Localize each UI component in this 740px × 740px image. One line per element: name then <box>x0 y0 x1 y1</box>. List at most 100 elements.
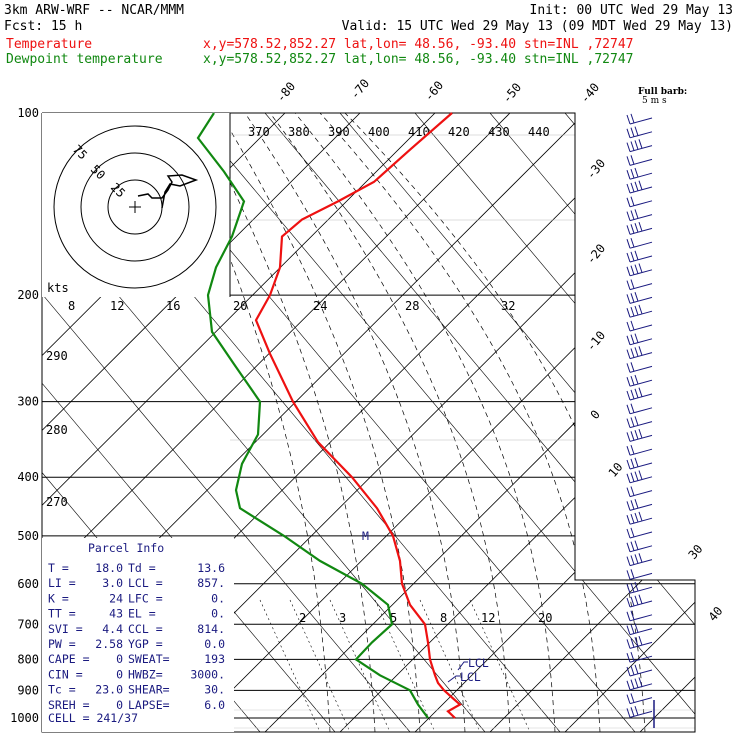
parcel-label-left-4: SVI = <box>48 622 83 636</box>
parcel-value-right-2: 0. <box>211 591 225 605</box>
parcel-label-left-7: CIN = <box>48 667 83 681</box>
wind-barb <box>626 693 653 705</box>
theta-label-2: 390 <box>328 125 350 139</box>
dry-adiabat-label-3: 270 <box>46 495 68 509</box>
theta-label-6: 430 <box>488 125 510 139</box>
pressure-tick-700: 700 <box>17 617 39 631</box>
pressure-tick-500: 500 <box>17 529 39 543</box>
isotherm-label-right-3: 0 <box>588 407 603 422</box>
parcel-label-left-3: TT = <box>48 607 76 621</box>
dry-adiabat-label-1: 290 <box>46 349 68 363</box>
lcl-label-upper: LCL <box>468 656 489 670</box>
isotherm-label-right-4: 10 <box>606 460 626 480</box>
parcel-label-left-9: SREH = <box>48 698 90 712</box>
parcel-value-right-7: 3000. <box>190 667 225 681</box>
wind-barb <box>626 346 653 360</box>
isotherm-label-top-1: -70 <box>348 76 373 102</box>
isotherm-label-top-0: -80 <box>274 79 299 105</box>
mixing-ratio-label-0: 2 <box>299 611 306 625</box>
parcel-value-right-4: 814. <box>197 622 225 636</box>
wind-barb <box>626 444 653 456</box>
parcel-value-right-8: 30. <box>204 683 225 697</box>
wind-barb <box>626 635 653 649</box>
theta-label-5: 420 <box>448 125 470 139</box>
pressure-tick-300: 300 <box>17 395 39 409</box>
parcel-value-left-1: 3.0 <box>102 576 123 590</box>
parcel-info-box: Parcel Info T = 18.0 Td = 13.6 LI = 3.0 LCL = 8… <box>42 538 234 732</box>
theta-label-4: 410 <box>408 125 430 139</box>
moist-adiabat-label-3: 24 <box>313 299 327 313</box>
wind-barb <box>626 387 653 401</box>
wind-barb <box>626 540 653 553</box>
hodograph-trace <box>137 174 199 209</box>
wind-barb <box>626 374 653 387</box>
wind-barb <box>626 499 653 511</box>
isotherm-label-edge-1: 40 <box>706 604 726 624</box>
parcel-value-left-0: 18.0 <box>95 561 123 575</box>
parcel-label-left-8: Tc = <box>48 683 76 697</box>
wind-barb <box>626 428 653 442</box>
wind-barb <box>626 209 653 222</box>
wind-barb <box>626 155 653 166</box>
parcel-label-right-3: EL = <box>128 607 156 621</box>
pressure-tick-800: 800 <box>17 652 39 666</box>
barb-legend-value: 5 m s <box>642 96 667 106</box>
parcel-label-right-0: Td = <box>128 561 156 575</box>
wind-barb <box>626 113 653 125</box>
parcel-cell: CELL = 241/37 <box>48 711 138 725</box>
parcel-label-right-2: LFC = <box>128 591 163 605</box>
parcel-label-right-7: HWBZ= <box>128 667 163 681</box>
wind-barb <box>626 180 653 194</box>
moist-adiabat-label-5: 32 <box>501 299 515 313</box>
parcel-label-left-1: LI = <box>48 576 76 590</box>
isotherm-label-right-0: -30 <box>584 156 609 182</box>
isotherm-label-top-3: -50 <box>500 80 525 106</box>
parcel-marker: M <box>362 529 369 543</box>
parcel-label-left-2: K = <box>48 591 69 605</box>
parcel-value-left-2: 24 <box>109 591 123 605</box>
parcel-value-right-9: 6.0 <box>204 698 225 712</box>
wind-barb <box>626 279 653 291</box>
wind-barb <box>626 403 653 415</box>
moist-adiabat-label-2: 20 <box>233 299 247 313</box>
wind-barb <box>626 610 653 622</box>
dewpoint-legend-label: Dewpoint temperature <box>6 52 163 67</box>
wind-barb <box>626 706 653 718</box>
wind-barbs <box>626 113 655 728</box>
moist-adiabat-label-0: 12 <box>110 299 124 313</box>
parcel-label-right-8: SHEAR= <box>128 683 170 697</box>
isotherm-label-top-2: -60 <box>422 78 447 104</box>
parcel-value-left-6: 0 <box>116 652 123 666</box>
valid-time: Valid: 15 UTC Wed 29 May 13 (09 MDT Wed … <box>342 19 733 34</box>
wind-barb <box>626 416 653 429</box>
wind-barb <box>626 304 653 318</box>
parcel-label-left-6: CAPE = <box>48 652 90 666</box>
parcel-value-left-8: 23.0 <box>95 683 123 697</box>
wind-barb <box>626 126 653 139</box>
wind-barb <box>626 527 653 539</box>
theta-label-3: 400 <box>368 125 390 139</box>
barb-legend: Full barb: 5 m s <box>638 87 687 106</box>
isotherm-label-right-1: -20 <box>584 241 609 267</box>
parcel-label-right-9: LAPSE= <box>128 698 170 712</box>
parcel-label-left-0: T = <box>48 561 69 575</box>
parcel-value-left-9: 0 <box>116 698 123 712</box>
parcel-label-right-6: SWEAT= <box>128 652 170 666</box>
hodograph-units: kts <box>47 281 69 295</box>
wind-barb <box>626 333 653 346</box>
moist-adiabat-label-1: 16 <box>166 299 180 313</box>
parcel-label-left-5: PW = <box>48 637 76 651</box>
wind-barb <box>626 470 653 484</box>
barb-legend-title: Full barb: <box>638 87 687 97</box>
wind-barb <box>626 196 653 208</box>
isotherm-label-edge-0: 30 <box>686 542 706 562</box>
parcel-value-right-6: 193 <box>204 652 225 666</box>
wind-barb <box>626 486 653 498</box>
isotherm-label-top-4: -40 <box>578 80 603 106</box>
wind-barb <box>626 292 653 304</box>
model-title: 3km ARW-WRF -- NCAR/MMM <box>4 3 184 18</box>
mixing-ratio-label-2: 5 <box>390 611 397 625</box>
wind-barb <box>626 553 653 567</box>
temperature-series-line <box>254 112 462 719</box>
dewpoint-series-line <box>196 112 429 719</box>
